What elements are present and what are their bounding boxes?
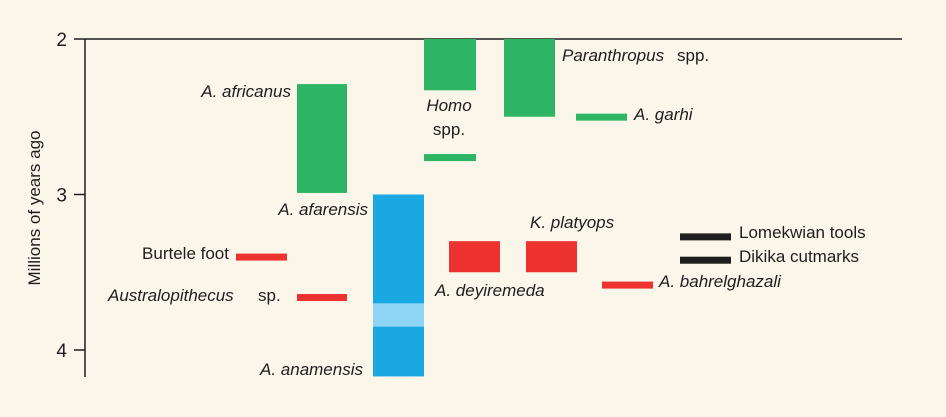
range-bars bbox=[236, 39, 731, 377]
label-a-anamensis: A. anamensis bbox=[259, 360, 363, 379]
y-tick-label: 2 bbox=[56, 30, 67, 51]
label-australopithecus: Australopithecus bbox=[107, 286, 234, 305]
label-a-garhi: A. garhi bbox=[633, 105, 694, 124]
label-burtele-foot: Burtele foot bbox=[142, 244, 229, 263]
label-a-afarensis: A. afarensis bbox=[277, 200, 368, 219]
y-tick-label: 4 bbox=[56, 341, 67, 362]
homo-bar bbox=[424, 39, 476, 91]
australopithecus-sp-bar bbox=[297, 294, 347, 302]
paranthropus-bar bbox=[504, 39, 555, 117]
burtele-foot-bar bbox=[236, 253, 287, 261]
lomekwian-tools-bar bbox=[680, 233, 731, 241]
label-a-africanus: A. africanus bbox=[200, 82, 291, 101]
label-homo: Homo bbox=[426, 96, 471, 115]
y-axis-title: Millions of years ago bbox=[25, 131, 44, 286]
label-k-platyops: K. platyops bbox=[530, 213, 615, 232]
garhi-bar bbox=[576, 113, 627, 121]
label-paranthropus-spp: spp. bbox=[677, 46, 709, 65]
y-tick-label: 3 bbox=[56, 186, 67, 207]
y-ticks: 2 3 4 bbox=[56, 30, 85, 362]
label-paranthropus: Paranthropus bbox=[562, 46, 665, 65]
label-lomekwian-tools: Lomekwian tools bbox=[739, 223, 866, 242]
homo-early-bar bbox=[424, 154, 476, 162]
africanus-bar bbox=[297, 84, 347, 193]
label-a-bahrelghazali: A. bahrelghazali bbox=[658, 272, 782, 291]
label-australopithecus-sp: sp. bbox=[258, 286, 281, 305]
anamensis-overlap-band bbox=[373, 303, 424, 327]
label-dikika-cutmarks: Dikika cutmarks bbox=[739, 247, 859, 266]
afarensis-bar bbox=[373, 194, 424, 377]
range-labels: A. africanus Homo spp. Paranthropus spp. A. … bbox=[107, 46, 866, 379]
axes bbox=[84, 38, 902, 377]
label-spp: spp. bbox=[433, 120, 465, 139]
label-a-deyiremeda: A. deyiremeda bbox=[434, 281, 545, 300]
dikika-cutmarks-bar bbox=[680, 256, 731, 264]
platyops-bar bbox=[526, 241, 577, 273]
deyiremeda-bar bbox=[449, 241, 500, 273]
bahrelghazali-bar bbox=[602, 281, 653, 289]
